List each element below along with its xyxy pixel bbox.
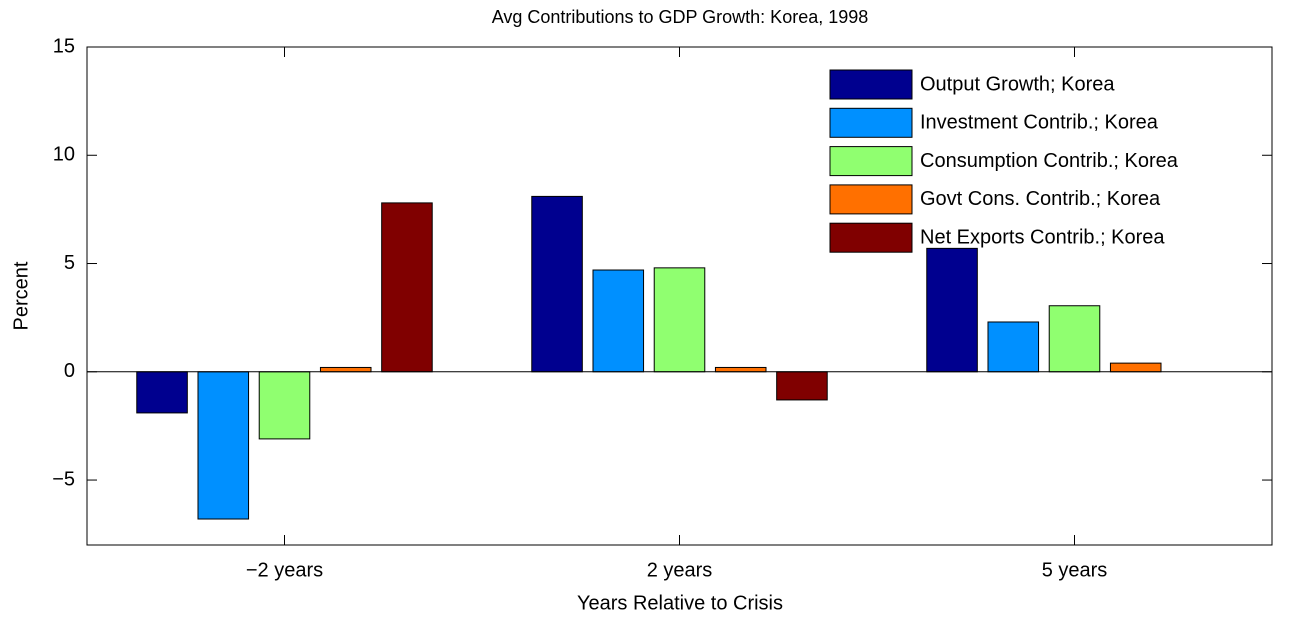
bar (381, 202, 433, 373)
bar (653, 267, 706, 373)
bar (714, 366, 767, 373)
plot-frame (86, 46, 1273, 546)
x-tick-label: 5 years (1042, 559, 1108, 581)
legend-label: Govt Cons. Contrib.; Korea (920, 188, 1161, 210)
legend-swatch (829, 146, 913, 177)
legend-swatch (829, 222, 913, 253)
y-axis-label: Percent (10, 261, 32, 330)
bar (136, 371, 188, 414)
bar (926, 247, 978, 373)
legend-swatch (829, 107, 913, 138)
y-tick-label: 15 (53, 35, 75, 57)
bar (197, 371, 250, 520)
chart-title: Avg Contributions to GDP Growth: Korea, … (492, 7, 869, 27)
legend-label: Consumption Contrib.; Korea (920, 150, 1179, 172)
y-tick-label: −5 (52, 468, 75, 490)
bar (258, 371, 311, 440)
x-tick-label: −2 years (246, 559, 323, 581)
x-tick-label: 2 years (647, 559, 713, 581)
legend-swatch (829, 184, 913, 215)
y-tick-label: 10 (53, 144, 75, 166)
bar (531, 195, 583, 373)
legend-label: Net Exports Contrib.; Korea (920, 226, 1165, 248)
legend-label: Investment Contrib.; Korea (920, 112, 1159, 134)
x-axis-label: Years Relative to Crisis (577, 592, 783, 614)
bar (592, 269, 645, 373)
bar (776, 371, 828, 401)
y-tick-label: 0 (64, 360, 75, 382)
legend-swatch (829, 69, 913, 100)
legend-label: Output Growth; Korea (920, 73, 1115, 95)
bar (1109, 362, 1162, 373)
bar (987, 321, 1040, 373)
bar (319, 366, 372, 373)
bar (1048, 305, 1101, 373)
y-tick-label: 5 (64, 252, 75, 274)
